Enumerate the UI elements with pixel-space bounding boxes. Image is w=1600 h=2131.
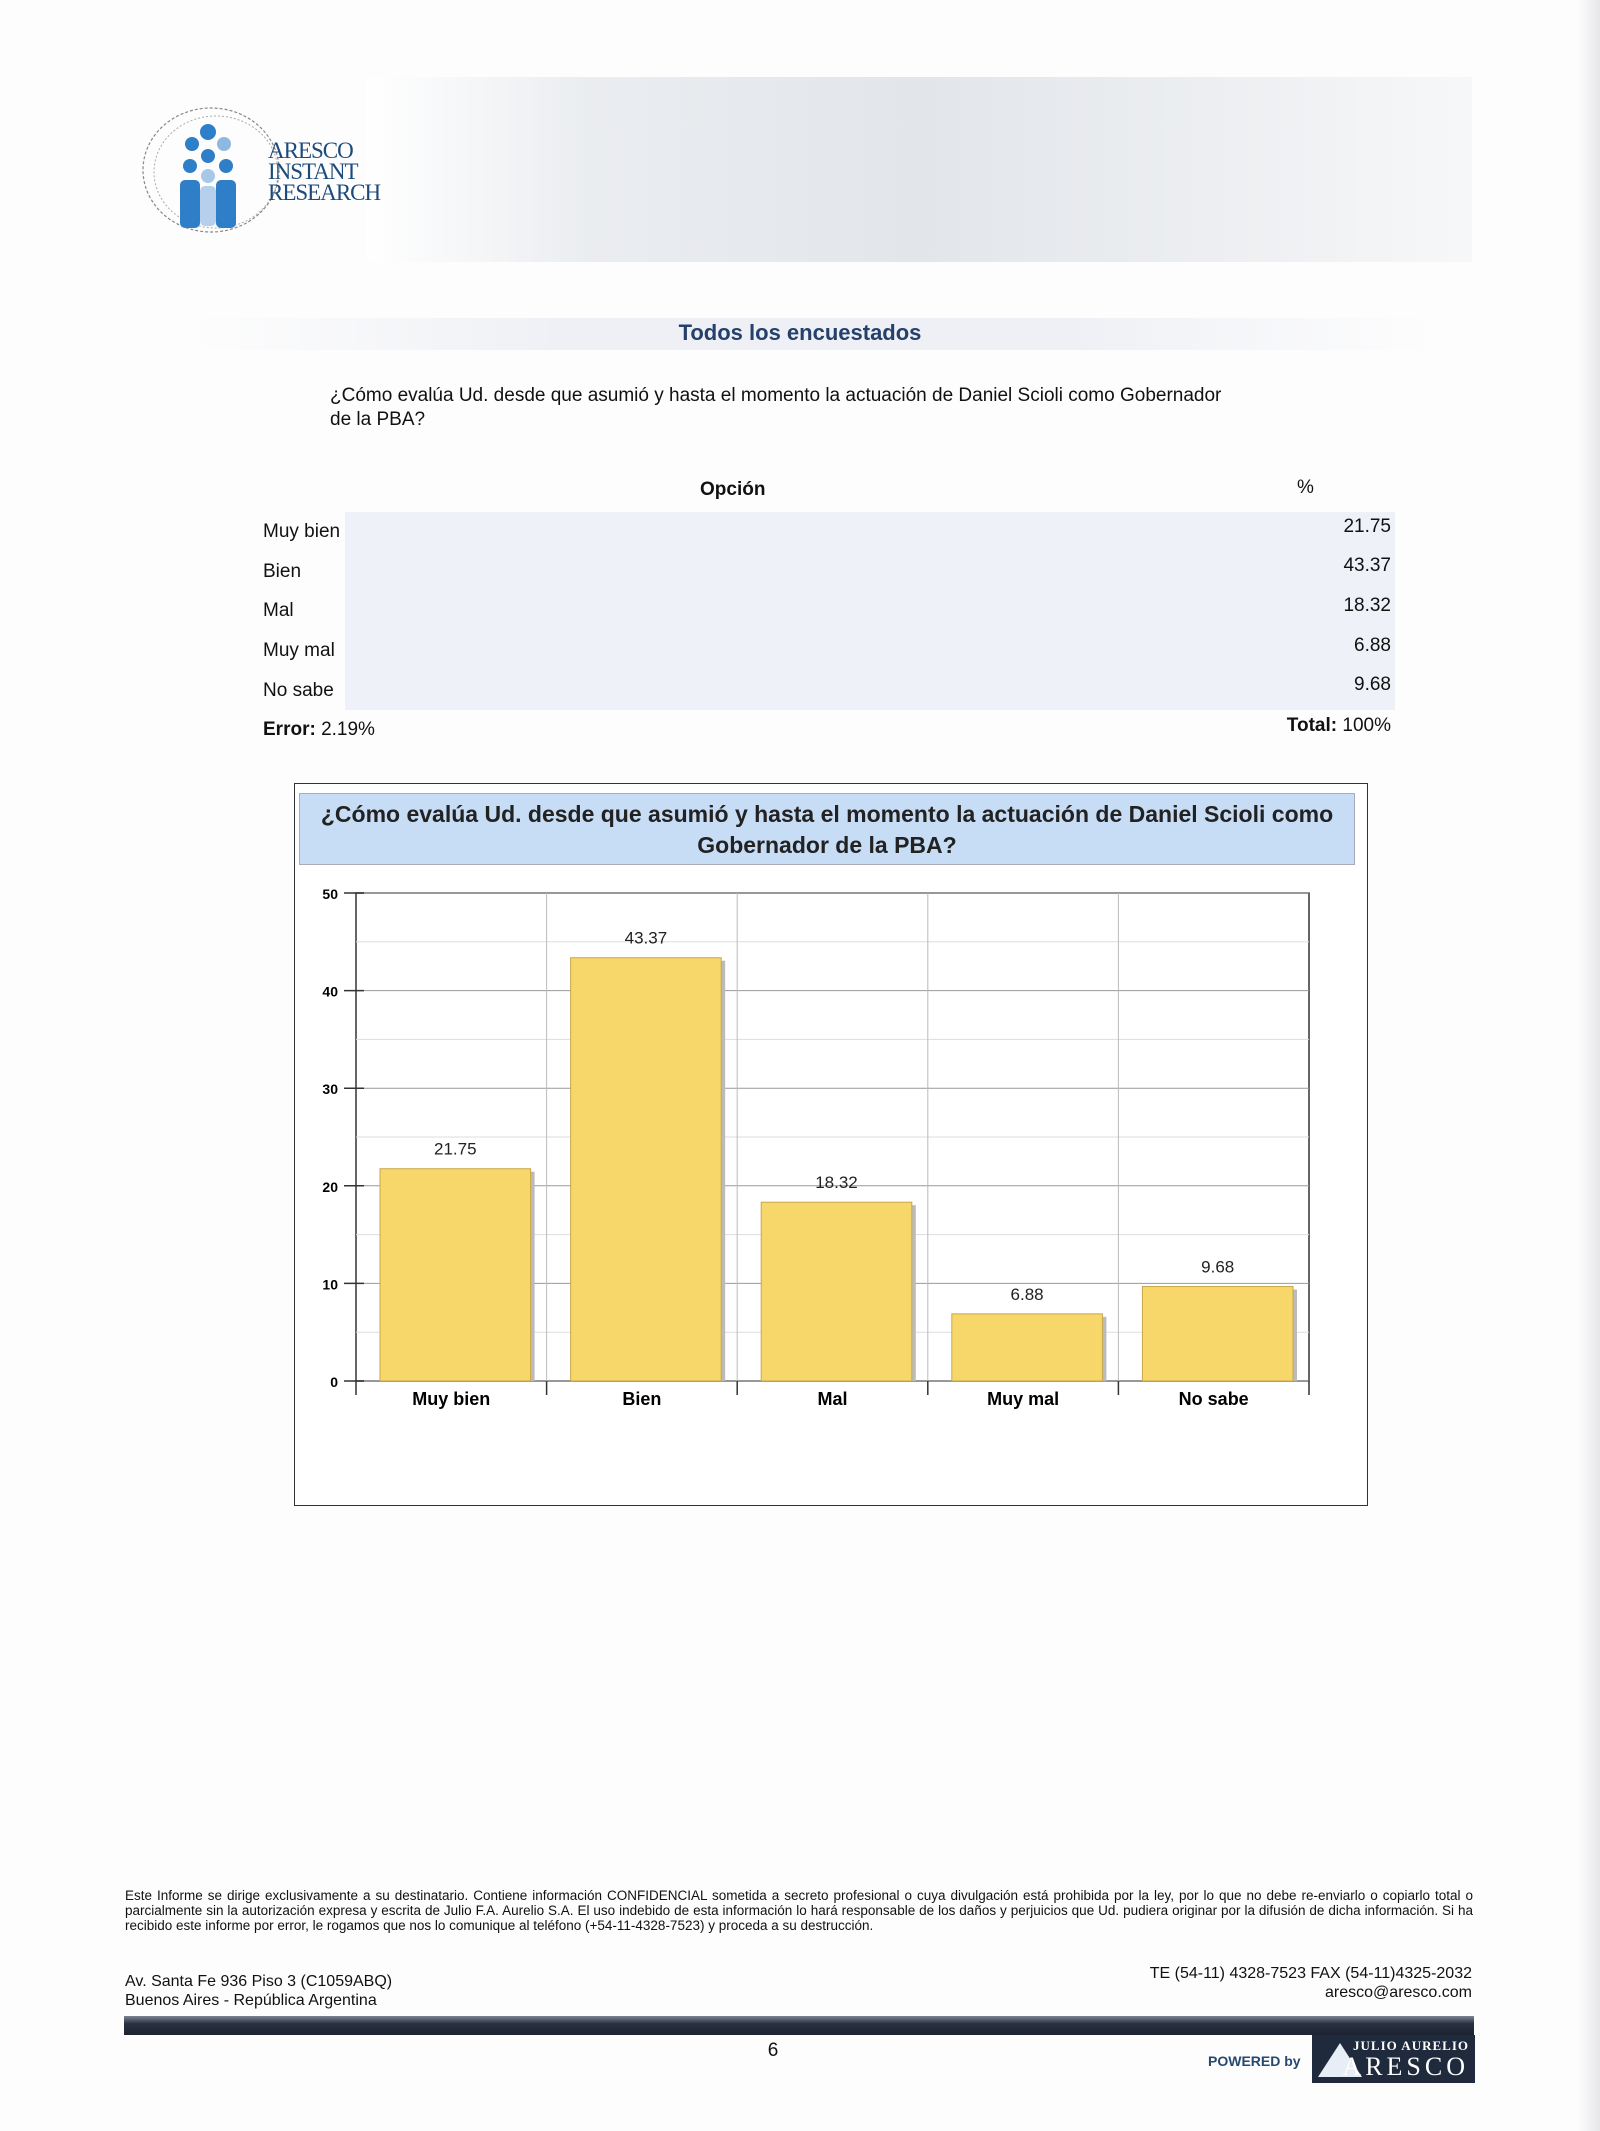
x-category-label: Muy bien bbox=[412, 1389, 490, 1409]
table-shade bbox=[345, 512, 1395, 710]
y-tick-label: 20 bbox=[322, 1179, 338, 1195]
row-label: No sabe bbox=[263, 680, 334, 701]
row-value: 21.75 bbox=[1343, 516, 1391, 537]
y-tick-label: 40 bbox=[322, 984, 338, 1000]
row-label: Mal bbox=[263, 600, 294, 621]
header-banner bbox=[367, 77, 1472, 262]
y-tick-label: 10 bbox=[322, 1276, 338, 1292]
aresco-logo-icon bbox=[142, 107, 280, 233]
aresco-brand-logo: JULIO AURELIO ARESCO bbox=[1312, 2035, 1475, 2083]
y-tick-label: 50 bbox=[322, 886, 338, 902]
data-label: 6.88 bbox=[1011, 1285, 1044, 1304]
powered-by-label: POWERED by bbox=[1208, 2053, 1301, 2069]
contact-block: TE (54-11) 4328-7523 FAX (54-11)4325-203… bbox=[1150, 1964, 1472, 2002]
row-value: 43.37 bbox=[1343, 555, 1391, 576]
page-number: 6 bbox=[767, 2040, 779, 2061]
total-line: Total: 100% bbox=[1287, 715, 1391, 737]
bar bbox=[1141, 1286, 1294, 1382]
row-value: 6.88 bbox=[1354, 635, 1391, 656]
address-line-1: Av. Santa Fe 936 Piso 3 (C1059ABQ) bbox=[125, 1973, 393, 1990]
y-tick-label: 0 bbox=[330, 1374, 338, 1390]
logo-line-3: RESEARCH bbox=[268, 180, 381, 205]
section-title: Todos los encuestados bbox=[678, 320, 922, 345]
data-label: 21.75 bbox=[434, 1140, 477, 1159]
data-label: 43.37 bbox=[625, 929, 668, 948]
disclaimer-text: Este Informe se dirige exclusivamente a … bbox=[125, 1888, 1473, 1933]
address-block: Av. Santa Fe 936 Piso 3 (C1059ABQ) Bueno… bbox=[125, 1972, 392, 2010]
title-shade bbox=[195, 318, 1435, 350]
brand-main-text: ARESCO bbox=[1342, 2052, 1469, 2081]
triangle-logo-icon bbox=[1318, 2043, 1362, 2077]
y-tick-label: 30 bbox=[322, 1081, 338, 1097]
bar bbox=[379, 1168, 532, 1382]
row-label: Muy bien bbox=[263, 521, 341, 542]
row-value: 9.68 bbox=[1354, 674, 1391, 695]
bar bbox=[760, 1201, 913, 1382]
phone-fax: TE (54-11) 4328-7523 FAX (54-11)4325-203… bbox=[1149, 1965, 1472, 1982]
data-label: 9.68 bbox=[1201, 1258, 1234, 1277]
row-value: 18.32 bbox=[1343, 595, 1391, 616]
chart-title: ¿Cómo evalúa Ud. desde que asumió y hast… bbox=[299, 793, 1355, 865]
row-label: Muy mal bbox=[263, 640, 335, 661]
data-label: 18.32 bbox=[815, 1173, 858, 1192]
x-category-label: Mal bbox=[817, 1389, 847, 1409]
option-column-header: Opción bbox=[700, 479, 766, 500]
x-category-label: Bien bbox=[622, 1389, 661, 1409]
error-line: Error: 2.19% bbox=[263, 719, 375, 741]
bar bbox=[570, 957, 722, 1382]
logo-line-2: INSTANT bbox=[268, 159, 359, 184]
brand-top-text: JULIO AURELIO bbox=[1353, 2038, 1469, 2053]
footer-bar bbox=[124, 2016, 1474, 2035]
row-label: Bien bbox=[263, 561, 302, 582]
percent-column-header: % bbox=[1297, 477, 1314, 498]
error-label: Error: bbox=[263, 719, 316, 740]
logo-text: ARESCO INSTANT RESEARCH bbox=[268, 138, 381, 205]
total-label: Total: bbox=[1286, 715, 1338, 736]
error-value: 2.19% bbox=[321, 719, 375, 740]
address-line-2: Buenos Aires - República Argentina bbox=[125, 1992, 377, 2009]
bar bbox=[951, 1313, 1103, 1382]
question-text: ¿Cómo evalúa Ud. desde que asumió y hast… bbox=[330, 385, 1222, 430]
logo-line-1: ARESCO bbox=[268, 138, 354, 163]
email-link[interactable]: aresco@aresco.com bbox=[1325, 1984, 1472, 2001]
total-value: 100% bbox=[1342, 715, 1391, 736]
x-category-label: No sabe bbox=[1179, 1389, 1249, 1409]
page-edge-shadow bbox=[1578, 0, 1600, 2131]
x-category-label: Muy mal bbox=[987, 1389, 1059, 1409]
